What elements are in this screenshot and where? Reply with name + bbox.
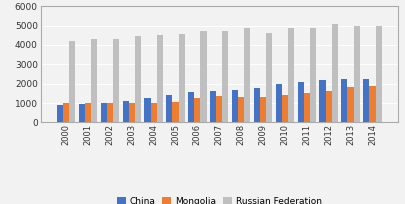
Bar: [303, 93, 309, 122]
Bar: [325, 91, 331, 122]
Bar: [134, 36, 141, 122]
Bar: [85, 103, 91, 122]
Bar: [319, 80, 325, 122]
Bar: [369, 86, 375, 122]
Bar: [69, 41, 75, 122]
Bar: [100, 103, 107, 122]
Bar: [172, 102, 178, 122]
Bar: [362, 79, 369, 122]
Bar: [194, 98, 200, 122]
Bar: [209, 91, 215, 122]
Bar: [215, 96, 222, 122]
Bar: [91, 39, 97, 122]
Bar: [341, 79, 347, 122]
Bar: [166, 95, 172, 122]
Bar: [231, 90, 237, 122]
Bar: [122, 101, 128, 122]
Bar: [63, 103, 69, 122]
Bar: [57, 105, 63, 122]
Bar: [243, 28, 250, 122]
Legend: China, Mongolia, Russian Federation: China, Mongolia, Russian Federation: [114, 194, 324, 204]
Bar: [259, 97, 265, 122]
Bar: [253, 88, 259, 122]
Bar: [237, 97, 243, 122]
Bar: [79, 104, 85, 122]
Bar: [265, 33, 271, 122]
Bar: [222, 31, 228, 122]
Bar: [188, 92, 194, 122]
Bar: [200, 31, 206, 122]
Bar: [144, 98, 150, 122]
Bar: [297, 82, 303, 122]
Bar: [309, 28, 315, 122]
Bar: [275, 84, 281, 122]
Bar: [128, 103, 134, 122]
Bar: [375, 26, 381, 122]
Bar: [353, 26, 359, 122]
Bar: [347, 87, 353, 122]
Bar: [113, 39, 119, 122]
Bar: [331, 24, 337, 122]
Bar: [287, 28, 293, 122]
Bar: [281, 95, 287, 122]
Bar: [150, 103, 156, 122]
Bar: [156, 35, 162, 122]
Bar: [107, 103, 113, 122]
Bar: [178, 34, 184, 122]
